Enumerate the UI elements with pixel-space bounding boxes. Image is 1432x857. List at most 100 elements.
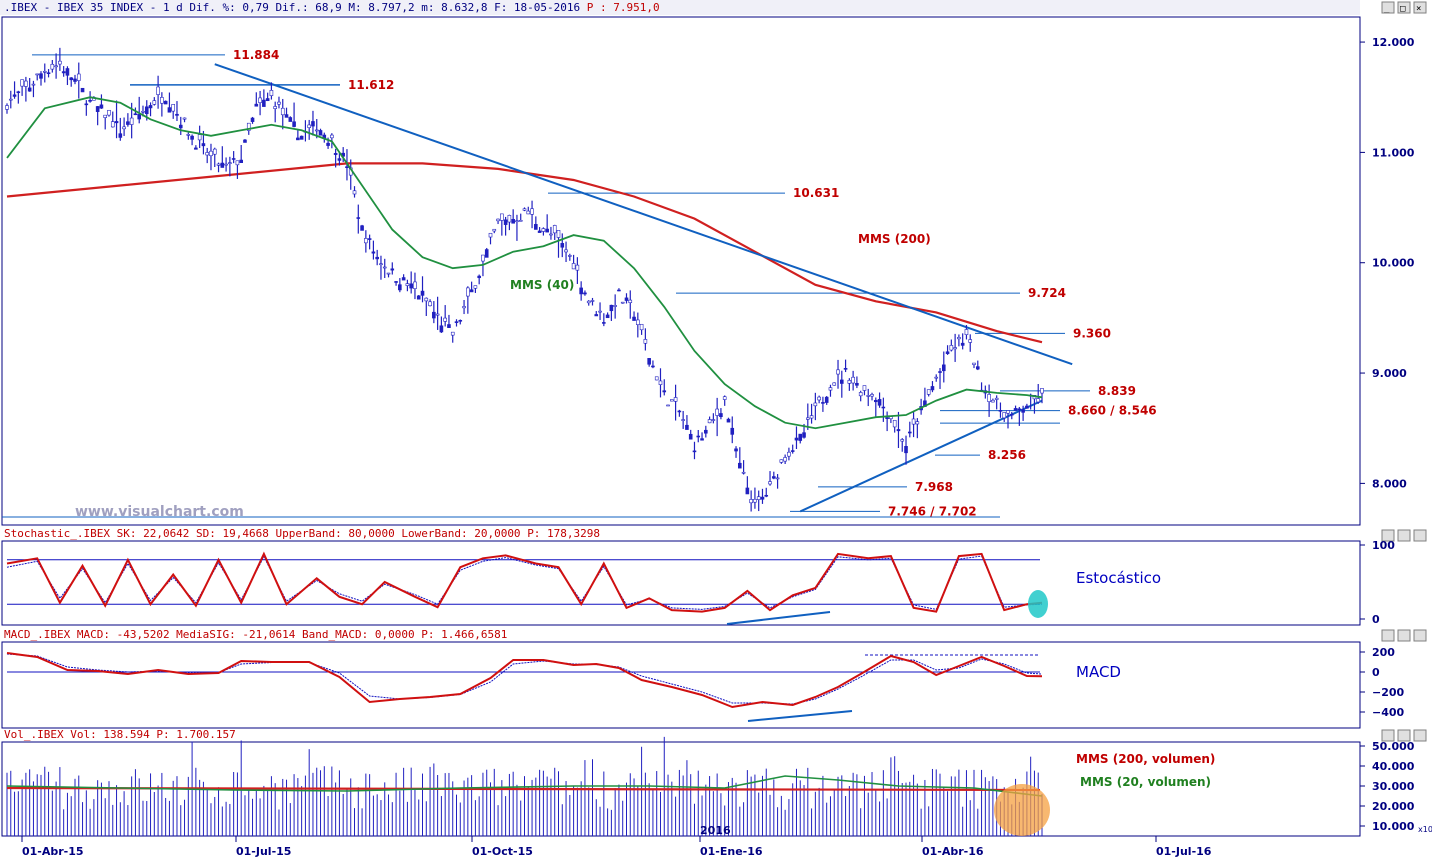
price-bar-body bbox=[273, 106, 277, 109]
price-bar-body bbox=[515, 220, 519, 223]
price-bar-body bbox=[892, 419, 897, 428]
price-bar-body bbox=[330, 134, 334, 139]
price-bar-body bbox=[1002, 412, 1007, 419]
vol-window-buttons[interactable] bbox=[1381, 729, 1427, 742]
price-bar-body bbox=[277, 101, 281, 105]
volume-bars bbox=[6, 736, 1050, 836]
price-bar-body bbox=[352, 190, 357, 195]
trendline-0 bbox=[214, 63, 1073, 366]
price-bar-body bbox=[832, 382, 837, 386]
price-bar-body bbox=[930, 386, 935, 391]
price-bar-body bbox=[926, 389, 931, 395]
price-bar-body bbox=[1021, 409, 1025, 413]
svg-text:_: _ bbox=[1384, 4, 1390, 14]
vol-tick-label: 10.000 bbox=[1372, 820, 1415, 833]
price-bar-body bbox=[643, 339, 648, 344]
price-bar-body bbox=[8, 98, 13, 101]
price-bar-body bbox=[190, 135, 194, 140]
price-bar-body bbox=[594, 314, 599, 317]
price-bar-body bbox=[65, 68, 70, 76]
price-bar-body bbox=[239, 159, 243, 163]
price-bar-body bbox=[345, 166, 349, 168]
price-bar-body bbox=[137, 114, 142, 120]
vol-mms20-label: MMS (20, volumen) bbox=[1080, 775, 1211, 789]
vol-tick-label: 20.000 bbox=[1372, 800, 1415, 813]
price-bar-body bbox=[688, 433, 693, 440]
price-level-lines: 11.884 11.612 10.631 9.724 9.360 8.839 8.660 /… bbox=[2, 48, 1157, 518]
price-bar-body bbox=[296, 137, 300, 141]
price-bar-body bbox=[432, 311, 436, 319]
price-bar-body bbox=[288, 117, 293, 122]
mms200-line bbox=[6, 162, 1043, 344]
svg-text:□: □ bbox=[1400, 4, 1406, 14]
price-bar-body bbox=[133, 113, 138, 116]
price-bar-body bbox=[1006, 410, 1010, 414]
price-bar-body bbox=[1013, 408, 1018, 411]
price-bar-body bbox=[537, 230, 542, 233]
price-bar-body bbox=[197, 134, 202, 141]
price-bar-body bbox=[590, 300, 595, 302]
svg-text:×: × bbox=[1416, 4, 1421, 14]
price-bar-body bbox=[424, 297, 429, 302]
price-bar-body bbox=[855, 382, 859, 386]
price-bar-body bbox=[95, 106, 100, 112]
price-bar-body bbox=[269, 90, 274, 96]
level-label-9: 7.746 / 7.702 bbox=[888, 504, 977, 518]
price-bar-body bbox=[228, 162, 232, 164]
price-bar-body bbox=[103, 114, 108, 118]
price-bar-body bbox=[364, 238, 368, 244]
price-bar-body bbox=[126, 121, 130, 125]
price-bar-body bbox=[847, 380, 852, 384]
mms200-path bbox=[6, 162, 1043, 344]
price-bars bbox=[5, 47, 1044, 512]
macd-label: MACD bbox=[1076, 663, 1121, 681]
price-bar-body bbox=[409, 283, 413, 289]
price-bar-body bbox=[439, 325, 444, 333]
price-bar-body bbox=[571, 263, 576, 270]
price-bar-body bbox=[613, 305, 617, 307]
price-bar-body bbox=[647, 358, 651, 365]
macd-window-buttons[interactable] bbox=[1381, 629, 1427, 642]
price-axis: 12.000 11.000 10.000 9.000 8.000 bbox=[1360, 36, 1415, 490]
vol-multiplier: x10 bbox=[1418, 825, 1432, 834]
price-bar-body bbox=[907, 431, 912, 434]
level-label-6: 8.660 / 8.546 bbox=[1068, 404, 1157, 418]
price-bar-body bbox=[69, 77, 74, 81]
price-bar-body bbox=[118, 133, 123, 138]
price-window-buttons[interactable]: _ □ × bbox=[1381, 1, 1427, 14]
vol-mms200-label: MMS (200, volumen) bbox=[1076, 752, 1215, 766]
price-bar-body bbox=[265, 98, 270, 102]
price-bar-body bbox=[579, 287, 583, 295]
price-bar-body bbox=[122, 126, 126, 130]
price-bar-body bbox=[224, 163, 228, 166]
price-bar-body bbox=[851, 376, 855, 384]
price-bar-body bbox=[866, 395, 871, 397]
price-bar-body bbox=[58, 60, 62, 65]
price-bar-body bbox=[156, 86, 160, 95]
price-bar-body bbox=[836, 369, 840, 375]
price-bar-body bbox=[839, 379, 844, 384]
price-bar-body bbox=[745, 487, 750, 495]
price-bar-body bbox=[416, 295, 421, 300]
level-label-5: 8.839 bbox=[1098, 384, 1136, 398]
price-bar-body bbox=[503, 219, 508, 225]
price-bar-body bbox=[76, 73, 81, 81]
price-bar-body bbox=[620, 301, 625, 304]
level-label-4: 9.360 bbox=[1073, 326, 1111, 340]
price-bar-body bbox=[205, 152, 210, 156]
vol-highlight bbox=[994, 784, 1050, 836]
price-bar-body bbox=[186, 134, 191, 136]
price-bar-body bbox=[768, 481, 772, 485]
price-bar-body bbox=[88, 99, 92, 102]
price-bar-body bbox=[1009, 413, 1014, 416]
price-bar-body bbox=[382, 266, 387, 269]
price-bar-body bbox=[1017, 408, 1022, 411]
price-bar-body bbox=[152, 100, 157, 105]
price-bar-body bbox=[243, 139, 247, 143]
stoch-window-buttons[interactable] bbox=[1381, 529, 1427, 542]
price-bar-body bbox=[428, 301, 432, 307]
price-bar-body bbox=[262, 99, 266, 107]
price-bar-body bbox=[552, 225, 557, 234]
price-bar-body bbox=[798, 433, 803, 441]
price-bar-body bbox=[885, 417, 889, 419]
